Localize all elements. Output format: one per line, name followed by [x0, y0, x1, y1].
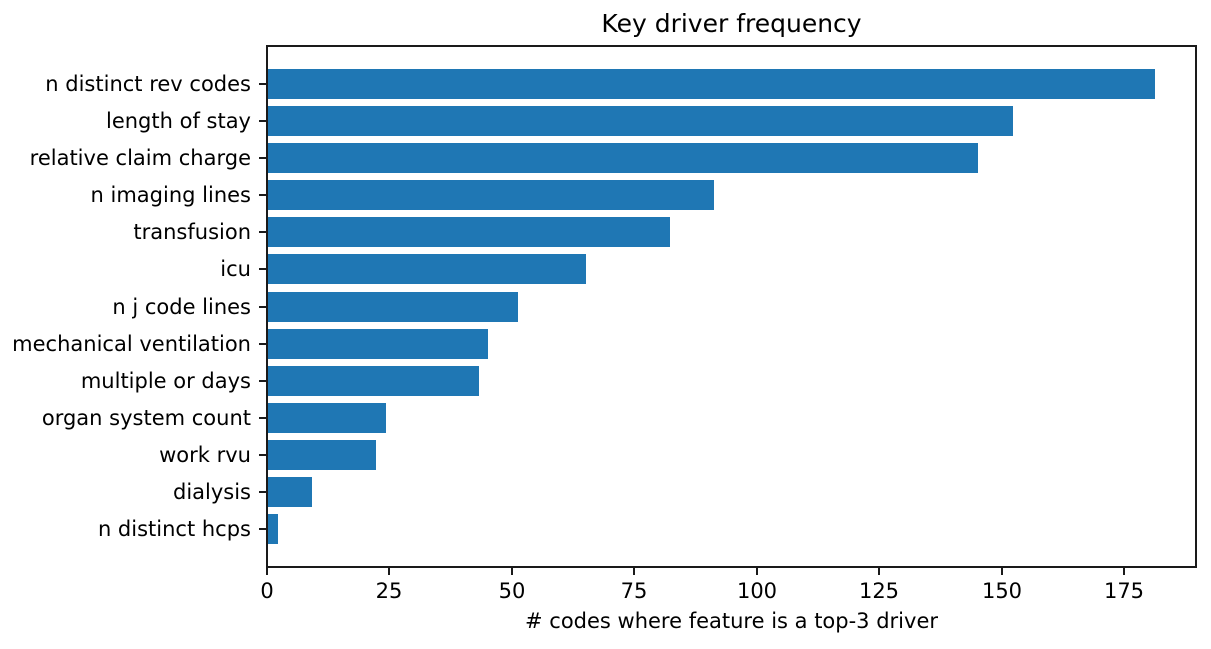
- chart-title: Key driver frequency: [601, 9, 862, 38]
- x-tick: [1123, 568, 1125, 575]
- y-axis-label: icu: [220, 257, 251, 281]
- y-tick: [259, 83, 266, 85]
- bar: [268, 217, 670, 247]
- x-tick-label: 100: [736, 579, 778, 603]
- x-tick: [511, 568, 513, 575]
- x-tick: [266, 568, 268, 575]
- y-tick: [259, 343, 266, 345]
- y-axis-label: multiple or days: [80, 369, 251, 393]
- y-axis-label: organ system count: [41, 406, 251, 430]
- y-axis-label: n distinct rev codes: [45, 72, 251, 96]
- bar: [268, 440, 376, 470]
- y-axis-label: n j code lines: [112, 295, 251, 319]
- bar: [268, 403, 386, 433]
- y-tick: [259, 157, 266, 159]
- x-tick: [1001, 568, 1003, 575]
- bar: [268, 69, 1155, 99]
- y-axis-label: length of stay: [105, 109, 251, 133]
- y-axis-label: transfusion: [133, 220, 251, 244]
- bar: [268, 477, 312, 507]
- y-tick: [259, 120, 266, 122]
- x-tick: [756, 568, 758, 575]
- x-tick-label: 175: [1103, 579, 1145, 603]
- bar: [268, 292, 518, 322]
- x-tick: [388, 568, 390, 575]
- x-axis-title: # codes where feature is a top-3 driver: [525, 609, 938, 633]
- y-tick: [259, 231, 266, 233]
- y-tick: [259, 268, 266, 270]
- y-tick: [259, 306, 266, 308]
- x-tick-label: 25: [375, 579, 403, 603]
- y-axis-label: work rvu: [159, 443, 251, 467]
- x-tick-label: 125: [858, 579, 900, 603]
- y-tick: [259, 417, 266, 419]
- y-axis-label: n distinct hcps: [97, 517, 251, 541]
- x-tick: [878, 568, 880, 575]
- y-tick: [259, 454, 266, 456]
- bar: [268, 514, 278, 544]
- bar: [268, 329, 488, 359]
- y-tick: [259, 194, 266, 196]
- x-tick-label: 50: [498, 579, 526, 603]
- x-tick-label: 150: [981, 579, 1023, 603]
- y-tick: [259, 491, 266, 493]
- y-axis-label: dialysis: [172, 480, 251, 504]
- y-tick: [259, 380, 266, 382]
- y-axis-label: n imaging lines: [90, 183, 251, 207]
- x-tick-label: 0: [260, 579, 274, 603]
- x-tick-label: 75: [620, 579, 648, 603]
- y-tick: [259, 528, 266, 530]
- bar: [268, 106, 1013, 136]
- y-axis-label: mechanical ventilation: [12, 332, 251, 356]
- bar: [268, 143, 978, 173]
- y-axis-label: relative claim charge: [29, 146, 251, 170]
- bar: [268, 366, 479, 396]
- bar: [268, 180, 714, 210]
- x-tick: [633, 568, 635, 575]
- bar: [268, 254, 586, 284]
